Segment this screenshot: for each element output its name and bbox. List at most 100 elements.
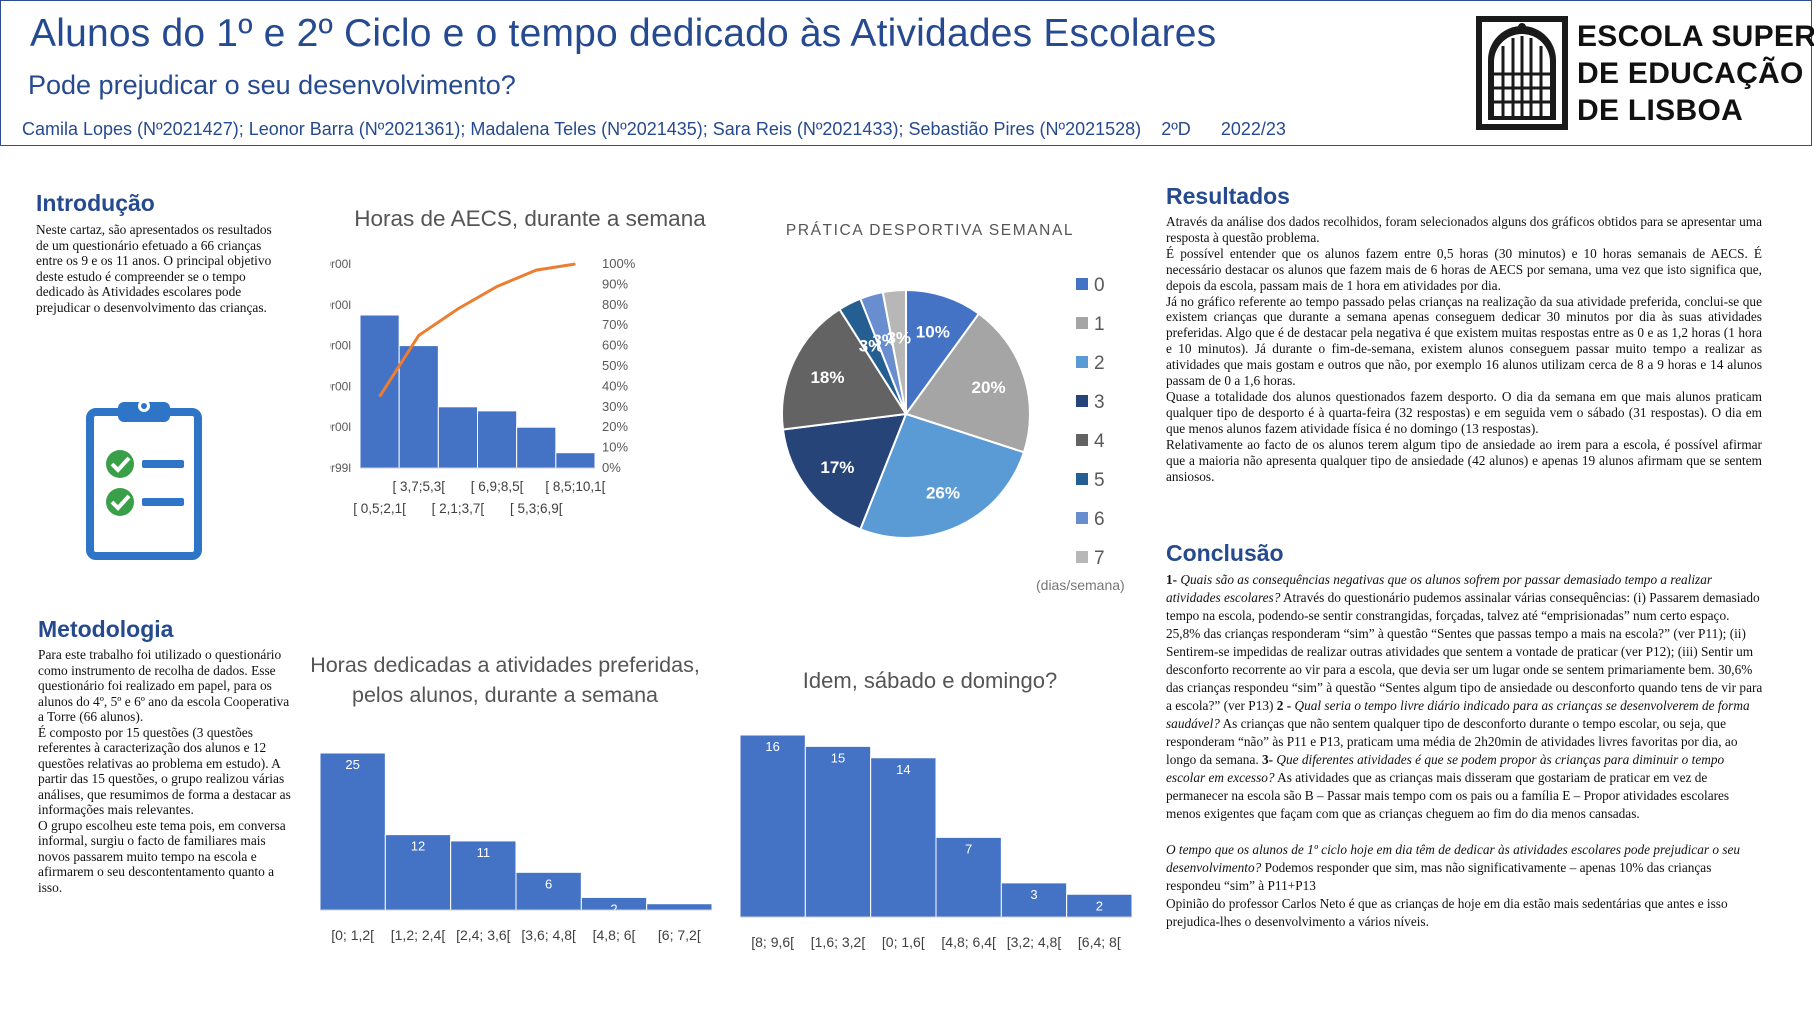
x-tick-label: [ 5,3;6,9[ — [510, 501, 563, 516]
results-title: Resultados — [1166, 183, 1290, 209]
results-paragraph: É possível entender que os alunos fazem … — [1166, 245, 1762, 293]
question-3: Que diferentes atividades é que se podem… — [1166, 752, 1725, 785]
chart-weekend: 16 [8; 9,6[15 [1,6; 3,2[14 [0; 1,6[7 [4,8; 6… — [739, 734, 1133, 950]
bar-value-label: 14 — [896, 762, 910, 777]
legend-swatch — [1076, 317, 1088, 329]
results-paragraph: Quase a totalidade dos alunos questionad… — [1166, 388, 1762, 436]
authors-names: Camila Lopes (Nº2021427); Leonor Barra (… — [22, 119, 1142, 139]
bar-value-label: 2 — [1096, 898, 1103, 913]
year-label: 2022/23 — [1220, 119, 1286, 139]
legend-label: 5 — [1094, 470, 1105, 491]
bar-value-label: 12 — [411, 839, 425, 854]
bar-value-label: 11 — [477, 845, 491, 860]
chart-week-title: Horas dedicadas a atividades preferidas,… — [310, 653, 700, 707]
answer-1: Através do questionário pudemos assinala… — [1166, 590, 1763, 713]
logo-line-3: DE LISBOA — [1577, 94, 1744, 127]
bar-value-label: 25 — [345, 757, 359, 772]
x-tick-label: [4,8; 6[ — [593, 927, 636, 943]
logo-line-1: ESCOLA SUPERIOR — [1577, 20, 1814, 53]
intro-title: Introdução — [36, 190, 155, 216]
bar — [359, 314, 400, 469]
legend-swatch — [1076, 434, 1088, 446]
chart-week: 25[0; 1,2[12[1,2; 2,4[11[2,4; 3,6[6[3,6;… — [319, 752, 713, 943]
pie-data-label: 20% — [972, 378, 1006, 397]
pie-slice — [859, 412, 1026, 539]
chart-aecs: 1899r99l 1900r00l 1900r00l 1900r00l 1900r00l… — [330, 256, 636, 516]
x-tick-label: [2,4; 3,6[ — [456, 927, 511, 943]
chart-pie-title: PRÁTICA DESPORTIVA SEMANAL — [785, 222, 1075, 239]
pie-slice — [905, 288, 981, 418]
legend-swatch — [1076, 473, 1088, 485]
x-tick-label: [3,2; 4,8[ — [1007, 934, 1062, 950]
pie-data-label: 26% — [926, 484, 960, 503]
intro-text: Neste cartaz, são apresentados os result… — [36, 222, 272, 315]
y2-tick-label: 0% — [602, 460, 621, 475]
poster-subtitle: Pode prejudicar o seu desenvolvimento? — [28, 70, 516, 100]
school-logo-icon — [1476, 16, 1568, 130]
legend-swatch — [1076, 395, 1088, 407]
results-text: Através da análise dos dados recolhidos,… — [1166, 214, 1762, 484]
header-frame — [0, 0, 1812, 146]
legend-swatch — [1076, 512, 1088, 524]
x-tick-label: [1,2; 2,4[ — [391, 927, 446, 943]
method-paragraph: Para este trabalho foi utilizado o quest… — [38, 647, 290, 724]
x-tick-label: [0; 1,6[ — [882, 934, 925, 950]
q3-number: 3- — [1262, 752, 1277, 767]
poster-title: Alunos do 1º e 2º Ciclo e o tempo dedica… — [30, 12, 1217, 55]
logo-line-2: DE EDUCAÇÃO — [1577, 57, 1804, 90]
legend-label: 3 — [1094, 392, 1105, 413]
y-tick-label: 1899r99l — [330, 461, 351, 475]
y-tick-label: 1900r00l — [330, 379, 351, 393]
pie-data-label: 17% — [820, 458, 854, 477]
legend-label: 4 — [1094, 431, 1105, 452]
final-answer-text: Podemos responder que sim, mas não signi… — [1166, 860, 1712, 893]
x-tick-label: [ 6,9;8,5[ — [471, 479, 524, 494]
y2-tick-label: 50% — [602, 358, 628, 373]
question-1: Quais são as consequências negativas que… — [1166, 572, 1713, 605]
method-paragraph: O grupo escolheu este tema pois, em conv… — [38, 817, 286, 895]
bar-value-label: 1 — [676, 908, 683, 923]
y2-tick-label: 20% — [602, 419, 628, 434]
conclusion-title: Conclusão — [1166, 540, 1284, 566]
y2-tick-label: 70% — [602, 317, 628, 332]
y2-tick-label: 60% — [602, 338, 628, 353]
pie-slice — [881, 288, 907, 415]
chart-weekend-title: Idem, sábado e domingo? — [802, 668, 1058, 693]
bar — [870, 757, 937, 918]
pie-data-label: 18% — [810, 368, 844, 387]
pie-slice — [781, 412, 908, 531]
y-tick-label: 1900r00l — [330, 257, 351, 271]
x-tick-label: [1,6; 3,2[ — [811, 934, 866, 950]
logo-text: ESCOLA SUPERIOR DE EDUCAÇÃO DE LISBOA — [1577, 18, 1814, 129]
y2-tick-label: 40% — [602, 378, 628, 393]
x-tick-label: [ 8,5;10,1[ — [545, 479, 605, 494]
results-paragraph: Já no gráfico referente ao tempo passado… — [1166, 293, 1762, 389]
cumulative-line — [378, 262, 576, 398]
x-tick-label: [6,4; 8[ — [1078, 934, 1121, 950]
conclusion-text: 1- Quais são as consequências negativas … — [1166, 571, 1764, 931]
q1-number: 1- — [1166, 572, 1181, 587]
bar-value-label: 16 — [765, 739, 779, 754]
results-paragraph: Através da análise dos dados recolhidos,… — [1166, 214, 1762, 245]
legend-label: 0 — [1094, 275, 1105, 296]
bar-value-label: 6 — [545, 876, 552, 891]
bar-value-label: 2 — [610, 901, 617, 916]
bar — [398, 345, 439, 469]
pie-slice — [904, 312, 1031, 454]
x-tick-label: [ 3,7;5,3[ — [392, 479, 445, 494]
answer-2: As crianças que não sentem qualquer tipo… — [1166, 716, 1738, 767]
class-label: 2ºD — [1161, 119, 1191, 139]
y2-tick-label: 30% — [602, 399, 628, 414]
legend-label: 6 — [1094, 509, 1105, 530]
bar — [319, 752, 386, 911]
final-answer: O tempo que os alunos de 1º ciclo hoje e… — [1166, 841, 1764, 895]
bar — [739, 734, 806, 918]
method-text: Para este trabalho foi utilizado o quest… — [38, 647, 296, 895]
method-paragraph: É composto por 15 questões (3 questões r… — [38, 724, 291, 818]
bar — [555, 452, 596, 469]
x-tick-label: [ 2,1;3,7[ — [432, 501, 485, 516]
bar — [935, 836, 1002, 918]
y2-tick-label: 80% — [602, 297, 628, 312]
method-title: Metodologia — [38, 616, 174, 642]
